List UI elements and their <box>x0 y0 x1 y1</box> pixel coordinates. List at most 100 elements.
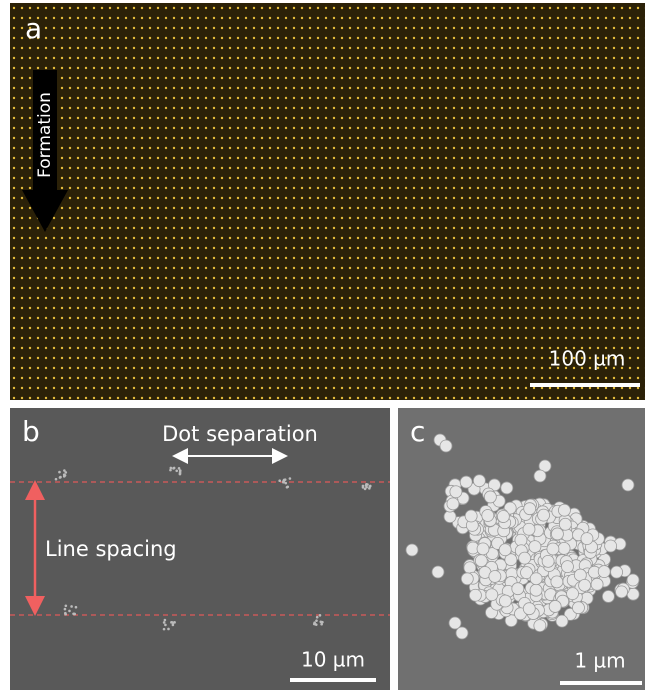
particle-cluster <box>63 469 66 472</box>
nanoparticle <box>482 510 494 522</box>
nanoparticle <box>530 573 542 585</box>
nanoparticle <box>449 617 461 629</box>
particle-cluster <box>167 628 170 631</box>
nanoparticle <box>440 440 452 452</box>
particle-cluster <box>289 477 292 480</box>
panel-b: b Dot separation Line spacing 10 µm <box>10 408 390 690</box>
nanoparticle <box>616 586 628 598</box>
particle-cluster <box>284 482 287 485</box>
particle-cluster <box>179 473 182 476</box>
nanoparticle <box>477 543 489 555</box>
particle-cluster <box>164 619 167 622</box>
particle-cluster <box>163 621 166 624</box>
particle-cluster <box>316 616 319 619</box>
annotation: Dot separation <box>162 422 318 446</box>
nanoparticle <box>484 491 496 503</box>
nanoparticle <box>512 583 524 595</box>
nanoparticle <box>432 566 444 578</box>
nanoparticle <box>559 518 571 530</box>
nanoparticle <box>530 584 542 596</box>
nanoparticle <box>598 566 610 578</box>
nanoparticle <box>549 600 561 612</box>
optical-image <box>10 3 645 400</box>
nanoparticle <box>406 544 418 556</box>
nanoparticle <box>473 475 485 487</box>
particle-cluster <box>315 619 318 622</box>
particle-cluster <box>164 624 167 627</box>
nanoparticle <box>556 615 568 627</box>
nanoparticle <box>469 589 481 601</box>
nanoparticle <box>523 523 535 535</box>
particle-cluster <box>178 467 181 470</box>
nanoparticle <box>499 544 511 556</box>
nanoparticle <box>538 509 550 521</box>
scale-label: 100 µm <box>549 347 626 371</box>
panel-label: a <box>25 12 42 45</box>
nanoparticle <box>515 534 527 546</box>
nanoparticle <box>581 533 593 545</box>
nanoparticle <box>551 528 563 540</box>
nanoparticle <box>579 579 591 591</box>
particle-cluster <box>362 485 365 488</box>
nanoparticle <box>547 543 559 555</box>
nanoparticle <box>489 570 501 582</box>
particle-cluster <box>314 623 317 626</box>
nanoparticle <box>561 561 573 573</box>
nanoparticle <box>622 479 634 491</box>
particle-cluster <box>64 608 67 611</box>
particle-cluster <box>73 613 76 616</box>
panel-label: c <box>410 415 425 448</box>
particle-cluster <box>65 604 68 607</box>
particle-cluster <box>171 621 174 624</box>
nanoparticle <box>456 627 468 639</box>
particle-cluster <box>319 614 322 617</box>
particle-cluster <box>163 628 166 631</box>
nanoparticle <box>611 566 623 578</box>
nanoparticle <box>627 574 639 586</box>
nanoparticle <box>567 588 579 600</box>
particle-cluster <box>75 606 78 609</box>
particle-cluster <box>286 486 289 489</box>
nanoparticle <box>558 542 570 554</box>
nanoparticle <box>450 486 462 498</box>
particle-cluster <box>173 467 176 470</box>
particle-cluster <box>63 473 66 476</box>
nanoparticle <box>465 510 477 522</box>
particle-cluster <box>55 478 58 481</box>
annotation: Formation <box>35 92 55 178</box>
nanoparticle <box>523 603 535 615</box>
nanoparticle <box>529 541 541 553</box>
nanoparticle <box>501 482 513 494</box>
particle-cluster <box>179 469 182 472</box>
nanoparticle <box>602 590 614 602</box>
particle-cluster <box>58 471 61 474</box>
nanoparticle <box>460 476 472 488</box>
nanoparticle <box>486 589 498 601</box>
nanoparticle <box>519 552 531 564</box>
scale-label: 1 µm <box>574 649 625 673</box>
particle-cluster <box>321 621 324 624</box>
nanoparticle <box>558 504 570 516</box>
nanoparticle <box>572 602 584 614</box>
nanoparticle <box>542 555 554 567</box>
nanoparticle <box>497 511 509 523</box>
particle-cluster <box>365 484 368 487</box>
particle-cluster <box>282 481 285 484</box>
particle-cluster <box>368 487 371 490</box>
nanoparticle <box>461 573 473 585</box>
particle-cluster <box>172 624 175 627</box>
nanoparticle <box>475 555 487 567</box>
nanoparticle <box>524 503 536 515</box>
figure: a Formation 100 µm b Dot separation Line… <box>0 0 650 695</box>
particle-cluster <box>70 605 73 608</box>
particle-cluster <box>173 621 176 624</box>
particle-cluster <box>64 613 67 616</box>
particle-cluster <box>278 479 281 482</box>
scale-label: 10 µm <box>301 648 365 672</box>
particle-cluster <box>59 476 62 479</box>
nanoparticle <box>591 578 603 590</box>
panel-c: c 1 µm <box>398 408 645 690</box>
nanoparticle <box>447 498 459 510</box>
panel-label: b <box>22 415 40 448</box>
annotation: Line spacing <box>45 537 177 561</box>
